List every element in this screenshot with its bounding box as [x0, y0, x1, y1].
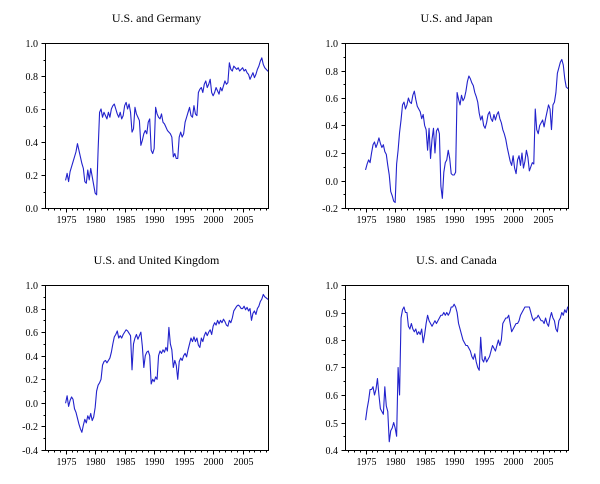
x-axis-tick-label: 1990: [445, 457, 465, 468]
panel-us-united-kingdom: U.S. and United Kingdom -0.4 -0.2 0.0 0.2 0.…: [0, 242, 300, 484]
series-line: [365, 58, 569, 204]
x-axis-tick-label: 1985: [416, 457, 436, 468]
y-axis-tick-label: 1.0: [26, 39, 39, 50]
series-line: [65, 293, 269, 433]
x-axis-tick-label: 2000: [204, 215, 224, 226]
plot-us-japan: -0.2 0.0 0.2 0.4 0.6 0.8 1.0 1975 1980 1985 1990 19…: [322, 39, 569, 226]
x-axis-tick-label: 1975: [357, 215, 377, 226]
x-axis-tick-label: 1980: [386, 457, 406, 468]
x-axis-tick-label: 1980: [86, 215, 106, 226]
x-axis-tick-label: 2005: [234, 215, 254, 226]
x-axis-tick-label: 2005: [234, 457, 254, 468]
y-axis-tick-label: 0.0: [26, 399, 39, 410]
x-axis-tick-label: 1990: [445, 215, 465, 226]
x-axis-tick-label: 1985: [116, 215, 136, 226]
plot-us-germany: 0.0 0.2 0.4 0.6 0.8 1.0 1975 1980 1985 1990 1995 20…: [26, 39, 269, 226]
x-axis-tick-label: 1975: [57, 215, 77, 226]
y-axis-tick-label: 0.6: [26, 105, 39, 116]
y-axis-tick-label: 0.0: [326, 177, 339, 188]
panel-us-canada: U.S. and Canada 0.4 0.5 0.6 0.7 0.8 0.9 1.0 197…: [300, 242, 600, 484]
y-axis-tick-label: 0.5: [326, 419, 339, 430]
series-line: [65, 57, 269, 196]
y-axis-tick-label: 0.4: [26, 138, 39, 149]
y-axis-tick-label: 0.8: [326, 336, 339, 347]
chart-title-us-united-kingdom: U.S. and United Kingdom: [93, 253, 220, 267]
y-axis-tick-label: 1.0: [26, 281, 39, 292]
x-axis-tick-label: 2000: [204, 457, 224, 468]
y-axis-tick-label: 0.2: [326, 149, 339, 160]
panel-us-japan: U.S. and Japan -0.2 0.0 0.2 0.4 0.6 0.8 1.0 197…: [300, 0, 600, 242]
series-line: [365, 303, 569, 443]
panel-us-germany: U.S. and Germany 0.0 0.2 0.4 0.6 0.8 1.0 1975 1…: [0, 0, 300, 242]
y-axis-tick-label: 0.4: [326, 446, 339, 457]
x-axis-tick-label: 2000: [504, 457, 524, 468]
x-axis-tick-label: 1980: [86, 457, 106, 468]
y-axis-tick-label: -0.2: [322, 204, 338, 215]
x-axis-tick-label: 1995: [175, 457, 195, 468]
y-axis-tick-label: 0.6: [326, 94, 339, 105]
y-axis-tick-label: -0.4: [22, 446, 38, 457]
y-axis-tick-label: 1.0: [326, 281, 339, 292]
y-axis-tick-label: 0.2: [26, 375, 39, 386]
y-axis-tick-label: 0.9: [326, 309, 339, 320]
y-axis-tick-label: 0.2: [26, 171, 39, 182]
x-axis-tick-label: 1995: [475, 215, 495, 226]
x-axis-tick-label: 1980: [386, 215, 406, 226]
chart-title-us-canada: U.S. and Canada: [416, 253, 497, 267]
x-axis-tick-label: 1975: [357, 457, 377, 468]
y-axis-tick-label: 0.6: [26, 328, 39, 339]
x-axis-tick-label: 2005: [534, 457, 554, 468]
x-axis-tick-label: 1990: [145, 215, 165, 226]
x-axis-tick-label: 1985: [116, 457, 136, 468]
plot-us-canada: 0.4 0.5 0.6 0.7 0.8 0.9 1.0 1975 1980 1985 1990 199…: [326, 281, 569, 468]
x-axis-tick-label: 1985: [416, 215, 436, 226]
x-axis-tick-label: 1975: [57, 457, 77, 468]
y-axis-tick-label: 0.6: [326, 391, 339, 402]
y-axis-tick-label: 0.8: [26, 305, 39, 316]
x-axis-tick-label: 1995: [475, 457, 495, 468]
y-axis-tick-label: -0.2: [22, 422, 38, 433]
y-axis-tick-label: 0.4: [26, 352, 39, 363]
y-axis-tick-label: 0.8: [326, 67, 339, 78]
y-axis-tick-label: 0.4: [326, 121, 339, 132]
x-axis-tick-label: 1990: [145, 457, 165, 468]
y-axis-tick-label: 1.0: [326, 39, 339, 50]
chart-title-us-japan: U.S. and Japan: [420, 11, 493, 25]
chart-title-us-germany: U.S. and Germany: [111, 11, 202, 25]
y-axis-tick-label: 0.8: [26, 72, 39, 83]
plot-us-united-kingdom: -0.4 -0.2 0.0 0.2 0.4 0.6 0.8 1.0 1975 1980 1985 19…: [22, 281, 269, 468]
x-axis-tick-label: 1995: [175, 215, 195, 226]
y-axis-tick-label: 0.7: [326, 363, 339, 374]
x-axis-tick-label: 2000: [504, 215, 524, 226]
x-axis-tick-label: 2005: [534, 215, 554, 226]
y-axis-tick-label: 0.0: [26, 204, 39, 215]
